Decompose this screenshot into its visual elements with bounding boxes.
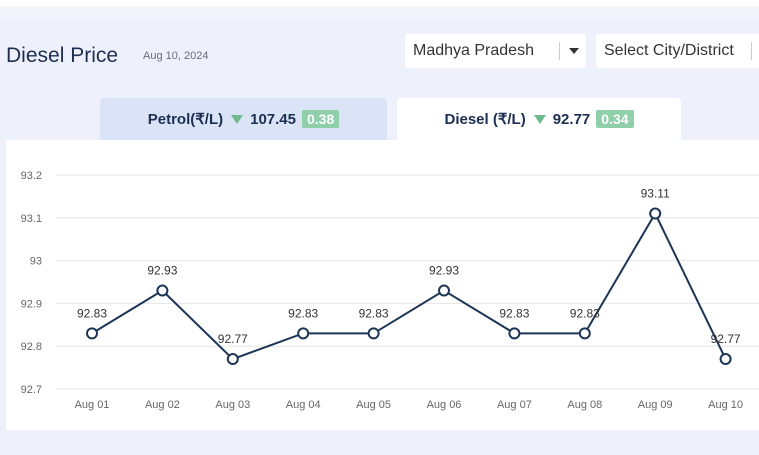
chart-card: 92.7 92.8 92.9 93 93.1 93.2 Aug 01 Aug 02 Aug 03… <box>6 140 759 430</box>
y-tick-label: 92.8 <box>21 341 42 353</box>
data-point <box>438 284 450 297</box>
data-label: 92.77 <box>218 332 248 346</box>
select-divider <box>559 42 560 60</box>
y-tick-label: 93.1 <box>21 213 42 225</box>
y-tick-label: 93 <box>30 256 42 268</box>
data-label: 93.11 <box>641 187 670 201</box>
data-point <box>508 327 521 340</box>
data-label: 92.93 <box>147 264 177 278</box>
x-tick-label: Aug 02 <box>145 399 180 411</box>
x-tick-label: Aug 03 <box>215 399 250 411</box>
data-point <box>86 327 98 340</box>
y-tick-label: 92.7 <box>21 384 42 396</box>
city-select-placeholder: Select City/District <box>604 42 734 59</box>
top-strip <box>0 0 759 6</box>
data-label: 92.83 <box>570 306 600 320</box>
data-point <box>367 327 380 340</box>
data-point <box>719 353 732 366</box>
tab-petrol-price: 107.45 <box>250 110 296 128</box>
x-tick-label: Aug 04 <box>286 399 321 411</box>
state-select-value: Madhya Pradesh <box>413 42 534 59</box>
y-tick-label: 93.2 <box>21 170 42 182</box>
data-label: 92.77 <box>711 332 741 346</box>
select-divider <box>751 42 752 60</box>
down-arrow-icon <box>533 114 546 124</box>
data-point <box>297 327 310 340</box>
data-label: 92.83 <box>77 306 107 320</box>
data-point <box>156 284 169 297</box>
tab-petrol-label: Petrol(₹/L) <box>147 111 224 128</box>
tab-diesel-label: Diesel (₹/L) <box>444 111 526 128</box>
tab-diesel[interactable]: Diesel (₹/L) 92.77 0.34 <box>397 98 681 140</box>
data-label: 92.83 <box>499 306 529 320</box>
x-tick-label: Aug 07 <box>497 399 532 411</box>
data-point <box>649 207 662 220</box>
price-line-chart: 92.7 92.8 92.9 93 93.1 93.2 Aug 01 Aug 02 Aug 03… <box>21 170 759 411</box>
x-tick-label: Aug 10 <box>708 399 743 411</box>
down-arrow-icon <box>231 114 244 124</box>
data-point <box>226 353 239 366</box>
price-date: Aug 10, 2024 <box>143 50 209 62</box>
tab-diesel-change-badge: 0.34 <box>596 110 634 128</box>
y-tick-label: 92.9 <box>21 298 42 310</box>
x-tick-label: Aug 01 <box>75 399 110 411</box>
series-line <box>91 211 727 361</box>
page-title: Diesel Price <box>6 44 119 67</box>
x-tick-label: Aug 06 <box>427 399 462 411</box>
x-tick-label: Aug 09 <box>638 399 673 411</box>
data-label: 92.83 <box>288 306 318 320</box>
chevron-down-icon[interactable] <box>569 48 579 54</box>
data-label: 92.83 <box>359 306 389 320</box>
city-select[interactable]: Select City/District <box>596 34 759 68</box>
tab-diesel-price: 92.77 <box>552 110 591 128</box>
data-label: 92.93 <box>429 264 459 278</box>
x-tick-label: Aug 05 <box>356 399 391 411</box>
top-divider <box>0 6 759 18</box>
tab-petrol-change-badge: 0.38 <box>302 110 340 128</box>
tab-petrol[interactable]: Petrol(₹/L) 107.45 0.38 <box>100 98 387 140</box>
data-point <box>578 327 591 340</box>
x-tick-label: Aug 08 <box>567 399 602 411</box>
state-select[interactable]: Madhya Pradesh <box>405 34 586 68</box>
